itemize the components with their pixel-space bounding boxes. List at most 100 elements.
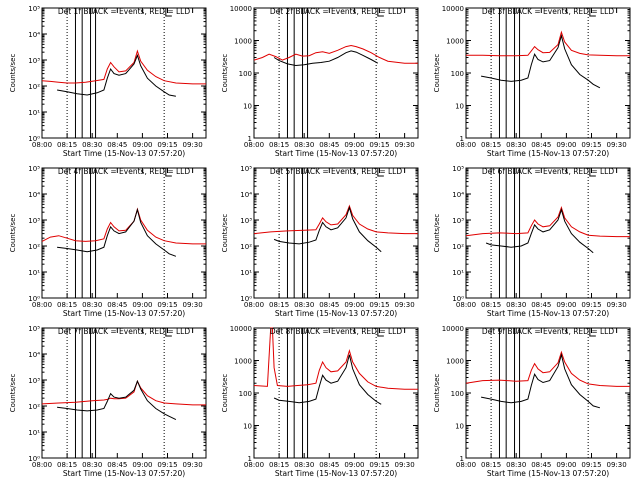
y-tick-label: 10⁴ — [28, 191, 40, 199]
x-tick-label: 08:15 — [57, 461, 77, 469]
panel-title: Det 2f BLACK = Events, RED = LLD — [270, 7, 403, 16]
x-tick-label: 09:00 — [556, 301, 576, 309]
y-tick-label: 1000 — [234, 358, 252, 366]
detector-panel: 1 10 100 1000 10000 08:00 08:15 08:30 08:45 09:00… — [433, 325, 631, 478]
y-axis-label: Counts/sec — [9, 214, 17, 253]
panel-title: Det 8f BLACK = Events, RED = LLD — [270, 327, 403, 336]
panel-title: Det 5f BLACK = Events, RED = LLD — [270, 167, 403, 176]
x-tick-label: 08:15 — [481, 141, 501, 149]
events-series-line — [57, 207, 177, 257]
y-axis-label: Counts/sec — [221, 374, 229, 413]
lld-series-line — [253, 204, 418, 235]
detector-panel: 10⁰ 10¹ 10² 10³ 10⁴ 10⁵ 08:00 08:15 08:30 08:45 09… — [9, 5, 207, 158]
x-axis-label: Start Time (15-Nov-13 07:57:20) — [487, 469, 609, 478]
plot-frame — [41, 7, 207, 139]
x-tick-label: 09:30 — [183, 301, 203, 309]
detector-panel: 1 10 100 1000 10000 08:00 08:15 08:30 08:45 09:00… — [221, 325, 419, 478]
detector-panel: 10⁰ 10¹ 10² 10³ 10⁴ 10⁵ 08:00 08:15 08:30 08:45 09… — [221, 165, 419, 318]
x-tick-label: 08:00 — [456, 301, 476, 309]
y-tick-label: 10³ — [240, 217, 252, 225]
detector-panel: 10⁰ 10¹ 10² 10³ 10⁴ 10⁵ 08:00 08:15 08:30 08:45 09… — [9, 325, 207, 478]
x-tick-label: 08:00 — [32, 301, 52, 309]
detector-panel: 10⁰ 10¹ 10² 10³ 10⁴ 10⁵ 08:00 08:15 08:30 08:45 09… — [433, 165, 631, 318]
x-tick-label: 09:00 — [344, 461, 364, 469]
y-tick-label: 10¹ — [28, 269, 40, 277]
x-axis-label: Start Time (15-Nov-13 07:57:20) — [275, 149, 397, 158]
x-tick-label: 08:00 — [456, 461, 476, 469]
x-tick-label: 09:15 — [157, 141, 177, 149]
x-tick-label: 09:30 — [607, 301, 627, 309]
y-tick-label: 10000 — [230, 325, 252, 333]
y-tick-label: 10⁰ — [452, 295, 464, 303]
x-tick-label: 08:30 — [294, 461, 314, 469]
panel-title: Det 3f BLACK = Events, RED = LLD — [482, 7, 615, 16]
lld-series-line — [466, 30, 630, 57]
x-tick-label: 08:30 — [82, 301, 102, 309]
plot-frame — [465, 167, 631, 299]
bracket-marker — [165, 8, 172, 17]
bracket-marker — [377, 328, 384, 337]
panel-title: Det 9f BLACK = Events, RED = LLD — [482, 327, 615, 336]
y-tick-label: 10 — [243, 103, 252, 111]
events-series-line — [273, 50, 379, 67]
y-axis-label: Counts/sec — [433, 374, 441, 413]
x-axis-label: Start Time (15-Nov-13 07:57:20) — [63, 149, 185, 158]
x-tick-label: 09:30 — [607, 141, 627, 149]
y-tick-label: 100 — [239, 70, 252, 78]
y-tick-label: 10000 — [442, 5, 464, 13]
events-series-line — [273, 354, 382, 405]
lld-series-line — [465, 206, 630, 238]
x-tick-label: 09:15 — [369, 461, 389, 469]
x-tick-label: 08:30 — [506, 461, 526, 469]
x-axis-label: Start Time (15-Nov-13 07:57:20) — [63, 309, 185, 318]
y-tick-label: 10⁰ — [28, 295, 40, 303]
y-tick-label: 1000 — [234, 38, 252, 46]
y-tick-label: 1 — [248, 455, 252, 463]
detector-panel: 1 10 100 1000 10000 08:00 08:15 08:30 08:45 09:00… — [433, 5, 631, 158]
x-tick-label: 08:45 — [319, 141, 339, 149]
y-tick-label: 1 — [248, 135, 252, 143]
x-tick-label: 08:45 — [107, 461, 127, 469]
y-tick-label: 10⁰ — [28, 455, 40, 463]
x-tick-label: 08:45 — [531, 461, 551, 469]
x-axis-label: Start Time (15-Nov-13 07:57:20) — [487, 309, 609, 318]
y-tick-label: 10³ — [28, 377, 40, 385]
y-tick-label: 10² — [240, 243, 252, 251]
y-axis-label: Counts/sec — [9, 54, 17, 93]
x-tick-label: 09:30 — [395, 301, 415, 309]
x-tick-label: 09:00 — [556, 461, 576, 469]
bracket-marker — [165, 328, 172, 337]
x-tick-label: 09:00 — [132, 141, 152, 149]
plot-frame — [41, 167, 207, 299]
y-tick-label: 10³ — [28, 217, 40, 225]
x-tick-label: 09:15 — [581, 301, 601, 309]
events-series-line — [273, 205, 382, 253]
y-tick-label: 10² — [28, 243, 40, 251]
events-series-line — [485, 208, 594, 254]
x-tick-label: 09:00 — [344, 301, 364, 309]
y-tick-label: 10 — [455, 423, 464, 431]
bracket-marker — [377, 8, 384, 17]
y-tick-label: 10³ — [28, 57, 40, 65]
x-tick-label: 08:45 — [531, 141, 551, 149]
lld-series-line — [41, 379, 206, 406]
x-tick-label: 08:00 — [244, 301, 264, 309]
y-tick-label: 10⁴ — [452, 191, 464, 199]
bracket-marker — [589, 168, 596, 177]
x-tick-label: 09:15 — [369, 301, 389, 309]
x-tick-label: 08:00 — [456, 141, 476, 149]
y-tick-label: 10⁰ — [240, 295, 252, 303]
bracket-marker — [377, 168, 384, 177]
x-tick-label: 08:00 — [32, 141, 52, 149]
y-tick-label: 100 — [451, 70, 464, 78]
x-tick-label: 09:30 — [395, 141, 415, 149]
y-tick-label: 10⁵ — [28, 165, 40, 173]
x-tick-label: 08:30 — [506, 141, 526, 149]
plot-frame — [253, 7, 419, 139]
y-tick-label: 10000 — [230, 5, 252, 13]
plot-frame — [465, 327, 631, 459]
events-series-line — [481, 33, 601, 89]
lld-series-line — [253, 327, 418, 390]
x-tick-label: 08:30 — [294, 301, 314, 309]
